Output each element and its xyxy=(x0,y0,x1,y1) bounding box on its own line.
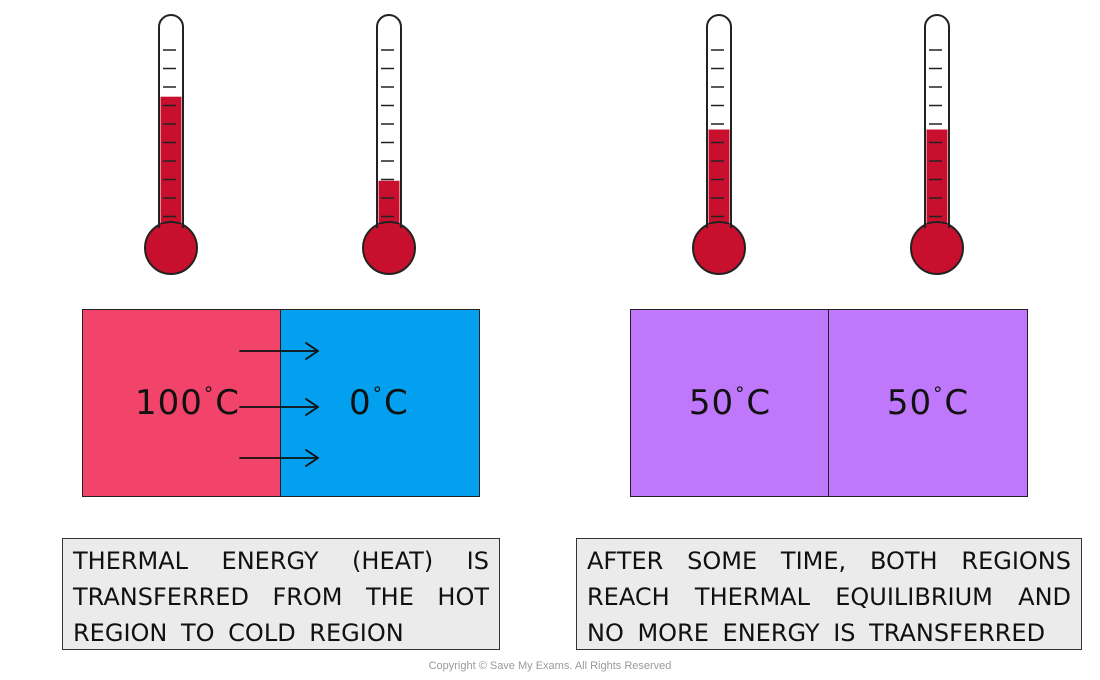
cold-region-temperature: 0°C xyxy=(349,383,409,423)
bulb-neck xyxy=(708,224,730,244)
right-temp-unit: C xyxy=(944,383,970,423)
mercury-column xyxy=(926,129,948,242)
before-caption: THERMAL ENERGY (HEAT) IS TRANSFERRED FRO… xyxy=(62,538,500,650)
bulb-neck xyxy=(378,224,400,244)
thermometer-bulb xyxy=(910,221,964,275)
left-temp-value: 50 xyxy=(688,383,735,423)
right-temp-value: 50 xyxy=(886,383,933,423)
hot-region-temperature: 100°C xyxy=(135,383,240,423)
degree-symbol: ° xyxy=(372,383,383,405)
hot-region-block: 100°C xyxy=(82,309,282,497)
equilibrium-left-block: 50°C xyxy=(630,309,830,497)
thermometer-right xyxy=(910,14,964,275)
equilibrium-right-block: 50°C xyxy=(828,309,1028,497)
arrow-top xyxy=(239,342,319,360)
heat-flow-arrows xyxy=(239,342,319,467)
left-region-temperature: 50°C xyxy=(689,383,771,423)
thermometer-left xyxy=(692,14,746,275)
thermometer-bulb xyxy=(362,221,416,275)
hot-temp-unit: C xyxy=(215,383,240,423)
thermometer-bulb xyxy=(144,221,198,275)
left-temp-unit: C xyxy=(746,383,772,423)
thermometer-bulb xyxy=(692,221,746,275)
degree-symbol: ° xyxy=(735,383,746,405)
mercury-column xyxy=(708,129,730,242)
thermometer-cold xyxy=(362,14,416,275)
cold-temp-unit: C xyxy=(383,383,409,423)
bulb-neck xyxy=(926,224,948,244)
mercury-column xyxy=(160,96,182,242)
thermometer-hot xyxy=(144,14,198,275)
after-caption: AFTER SOME TIME, BOTH REGIONS REACH THER… xyxy=(576,538,1082,650)
thermometers xyxy=(144,14,964,275)
cold-temp-value: 0 xyxy=(349,383,372,423)
hot-temp-value: 100 xyxy=(135,383,203,423)
right-region-temperature: 50°C xyxy=(887,383,969,423)
degree-symbol: ° xyxy=(203,383,215,405)
copyright-notice: Copyright © Save My Exams. All Rights Re… xyxy=(428,660,672,672)
arrow-middle xyxy=(239,398,319,416)
bulb-neck xyxy=(160,224,182,244)
arrow-bottom xyxy=(239,449,319,467)
degree-symbol: ° xyxy=(933,383,944,405)
